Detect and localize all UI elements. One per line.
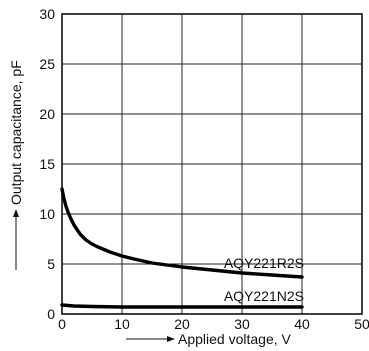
x-axis-title-group: Applied voltage, V [126, 331, 292, 347]
plot-frame [61, 13, 363, 315]
y-tick-label: 15 [39, 156, 55, 172]
y-axis-title-group: Output capacitance, pF [8, 60, 24, 270]
y-axis-arrow-head [13, 209, 19, 217]
x-axis-title: Applied voltage, V [178, 331, 292, 347]
y-tick-label: 5 [47, 256, 55, 272]
y-tick-label: 30 [39, 6, 55, 22]
x-tick-label: 50 [354, 316, 369, 332]
y-tick-label: 10 [39, 206, 55, 222]
series-label: AQY221N2S [224, 288, 304, 304]
y-tick-label: 25 [39, 56, 55, 72]
series-line-aqy221r2s [60, 187, 304, 279]
grid [61, 13, 363, 315]
x-tick-label: 0 [58, 316, 66, 332]
tick-labels: 0 10 20 30 40 50 0 5 10 15 20 25 30 [39, 6, 369, 332]
series-line-aqy221n2s [60, 303, 304, 309]
x-axis-arrow-head [167, 336, 175, 342]
y-tick-label: 0 [47, 306, 55, 322]
y-axis-title: Output capacitance, pF [8, 60, 24, 205]
x-tick-label: 10 [114, 316, 130, 332]
x-tick-label: 30 [234, 316, 250, 332]
y-tick-label: 20 [39, 106, 55, 122]
series-label: AQY221R2S [224, 255, 304, 271]
series-layer: AQY221R2S AQY221N2S [60, 187, 304, 309]
x-tick-label: 20 [174, 316, 190, 332]
x-tick-label: 40 [294, 316, 310, 332]
